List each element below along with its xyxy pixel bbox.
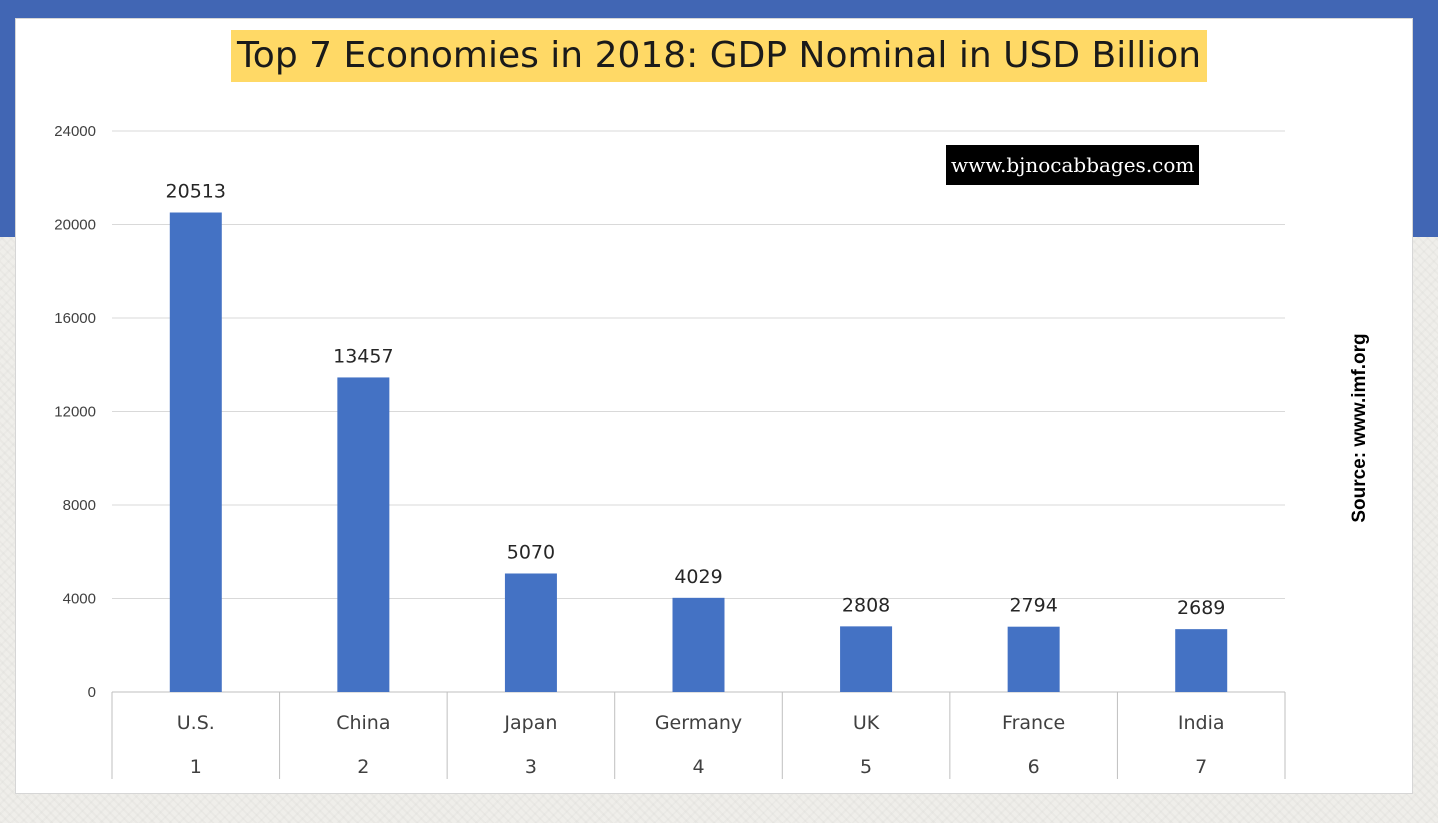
x-rank-label: 1 (190, 756, 202, 778)
x-category-label: China (336, 712, 390, 734)
y-tick-label: 20000 (54, 217, 96, 234)
data-label: 4029 (674, 566, 722, 588)
data-label: 2794 (1009, 595, 1057, 617)
bars (169, 212, 1228, 693)
data-labels: 20513 13457 5070 4029 2808 2794 2689 (166, 181, 1226, 620)
y-tick-label: 16000 (54, 310, 96, 327)
x-category-label: India (1178, 712, 1225, 734)
data-label: 5070 (507, 541, 555, 563)
data-label: 2808 (842, 594, 890, 616)
bar (504, 573, 557, 692)
x-rank-label: 6 (1028, 756, 1040, 778)
watermark-label: www.bjnocabbages.com (946, 145, 1200, 185)
data-label: 13457 (333, 345, 393, 367)
bar (1175, 629, 1228, 692)
y-tick-label: 4000 (63, 591, 96, 608)
bar (672, 597, 725, 692)
data-label: 20513 (166, 181, 226, 203)
y-tick-label: 12000 (54, 404, 96, 421)
x-rank-label: 5 (860, 756, 872, 778)
x-rank-label: 2 (357, 756, 369, 778)
y-tick-label: 24000 (54, 123, 96, 140)
bar (1007, 626, 1060, 692)
x-category-label: France (1002, 712, 1065, 734)
y-axis-ticks: 0 4000 8000 12000 16000 20000 24000 (54, 123, 96, 701)
x-rank-label: 7 (1195, 756, 1207, 778)
bar (169, 212, 222, 693)
source-note: Source: www.imf.org (1349, 333, 1370, 523)
bar (840, 626, 893, 692)
y-tick-label: 8000 (63, 497, 96, 514)
x-axis-categories: U.S. 1 China 2 Japan 3 Germany 4 UK 5 France 6 India… (111, 692, 1286, 779)
chart-title: Top 7 Economies in 2018: GDP Nominal in … (230, 30, 1208, 82)
x-rank-label: 3 (525, 756, 537, 778)
x-category-label: Japan (503, 712, 557, 734)
data-label: 2689 (1177, 597, 1225, 619)
y-tick-label: 0 (88, 684, 96, 701)
x-category-label: U.S. (177, 712, 215, 734)
x-category-label: Germany (655, 712, 742, 734)
bar (337, 377, 390, 692)
title-container: Top 7 Economies in 2018: GDP Nominal in … (0, 30, 1438, 82)
x-category-label: UK (853, 712, 880, 734)
x-rank-label: 4 (692, 756, 704, 778)
